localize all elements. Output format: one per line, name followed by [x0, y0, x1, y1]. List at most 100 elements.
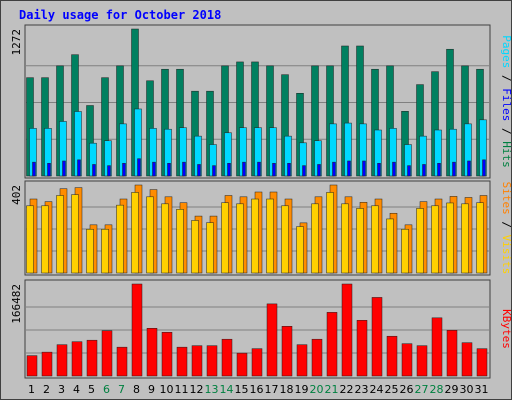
bar-pages-12: [197, 164, 201, 177]
hits-side-label-part: /: [500, 121, 512, 141]
bar-sites-24: [371, 205, 379, 274]
bar-pages-20: [317, 164, 321, 177]
hits-side-label-part: Pages: [500, 35, 512, 68]
bar-kbytes-17: [266, 303, 278, 377]
hits-bars: [26, 28, 487, 177]
bar-kbytes-25: [386, 335, 398, 377]
bar-kbytes-30: [461, 342, 473, 377]
bar-sites-30: [461, 203, 469, 274]
bar-sites-27: [416, 208, 424, 274]
panel-kbytes: 166482 KBytes: [10, 279, 512, 379]
bar-sites-15: [236, 203, 244, 274]
bar-sites-31: [476, 202, 484, 274]
bar-kbytes-13: [206, 345, 218, 377]
bar-kbytes-31: [476, 348, 488, 377]
kbytes-tick-label: 166482: [10, 284, 23, 324]
day-label-9: 9: [148, 383, 155, 396]
hits-side-label-part: /: [500, 68, 512, 88]
bar-kbytes-14: [221, 338, 233, 377]
bar-kbytes-20: [311, 338, 323, 377]
visits-side-label-part: /: [500, 215, 512, 235]
day-label-25: 25: [385, 383, 399, 396]
bar-kbytes-19: [296, 344, 308, 377]
day-label-5: 5: [88, 383, 95, 396]
hits-side-label: Pages / Files / Hits: [500, 35, 512, 168]
bar-sites-11: [176, 209, 184, 274]
bar-sites-6: [101, 228, 109, 274]
bar-pages-3: [62, 160, 66, 177]
bar-pages-31: [482, 159, 486, 177]
bar-pages-18: [287, 163, 291, 177]
bar-pages-9: [152, 161, 156, 177]
day-label-19: 19: [295, 383, 309, 396]
bar-sites-10: [161, 203, 169, 274]
day-label-14: 14: [220, 383, 234, 396]
day-label-30: 30: [460, 383, 474, 396]
day-label-10: 10: [160, 383, 174, 396]
bar-kbytes-9: [146, 328, 158, 377]
kbytes-bars: [26, 283, 488, 377]
day-label-20: 20: [310, 383, 324, 396]
day-label-13: 13: [205, 383, 219, 396]
day-label-23: 23: [355, 383, 369, 396]
bar-pages-7: [122, 163, 126, 177]
bar-sites-22: [341, 203, 349, 274]
bar-kbytes-12: [191, 345, 203, 377]
bar-sites-28: [431, 205, 439, 274]
day-label-26: 26: [400, 383, 414, 396]
bar-sites-25: [386, 218, 394, 274]
bar-pages-23: [362, 160, 366, 177]
day-label-29: 29: [445, 383, 459, 396]
bar-kbytes-6: [101, 330, 113, 377]
visits-side-label: Sites / Visits: [500, 182, 512, 275]
bar-pages-2: [47, 163, 51, 177]
bar-sites-23: [356, 208, 364, 274]
bar-sites-17: [266, 198, 274, 274]
day-label-3: 3: [58, 383, 65, 396]
day-label-6: 6: [103, 383, 110, 396]
bar-kbytes-5: [86, 339, 98, 377]
bar-pages-1: [32, 161, 36, 177]
day-label-21: 21: [325, 383, 339, 396]
bar-pages-29: [452, 161, 456, 177]
chart-panels: 1272 Pages / Files / Hits 402 Sites / Visit…: [10, 24, 512, 379]
hits-side-label-part: Files: [500, 88, 512, 121]
bar-sites-13: [206, 222, 214, 274]
day-label-15: 15: [235, 383, 249, 396]
bar-pages-30: [467, 160, 471, 177]
bar-pages-17: [272, 163, 276, 177]
bar-sites-1: [26, 205, 34, 274]
day-label-28: 28: [430, 383, 444, 396]
bar-pages-27: [422, 164, 426, 177]
day-label-18: 18: [280, 383, 294, 396]
hits-side-label-part: Hits: [500, 141, 512, 168]
bar-pages-4: [77, 159, 81, 177]
bar-sites-7: [116, 204, 124, 274]
bar-pages-19: [302, 165, 306, 177]
bar-pages-25: [392, 161, 396, 177]
visits-bars: [26, 184, 488, 274]
bar-kbytes-10: [161, 331, 173, 377]
bar-pages-6: [107, 165, 111, 177]
kbytes-side-label-part: KBytes: [500, 309, 512, 349]
bar-sites-9: [146, 196, 154, 274]
bar-kbytes-2: [41, 351, 53, 377]
visits-side-label-part: Sites: [500, 182, 512, 215]
bar-pages-5: [92, 164, 96, 177]
bar-kbytes-28: [431, 317, 443, 377]
bar-sites-19: [296, 226, 304, 274]
day-label-11: 11: [175, 383, 189, 396]
day-label-12: 12: [190, 383, 204, 396]
visits-tick-label: 402: [10, 185, 23, 205]
bar-kbytes-16: [251, 348, 263, 377]
bar-sites-21: [326, 192, 334, 274]
bar-pages-8: [137, 158, 141, 177]
panel-hits: 1272 Pages / Files / Hits: [10, 24, 512, 179]
bar-pages-11: [182, 161, 186, 177]
bar-kbytes-4: [71, 341, 83, 377]
visits-side-label-part: Visits: [500, 235, 512, 275]
chart-title: Daily usage for October 2018: [19, 8, 221, 22]
day-label-8: 8: [133, 383, 140, 396]
day-label-1: 1: [28, 383, 35, 396]
